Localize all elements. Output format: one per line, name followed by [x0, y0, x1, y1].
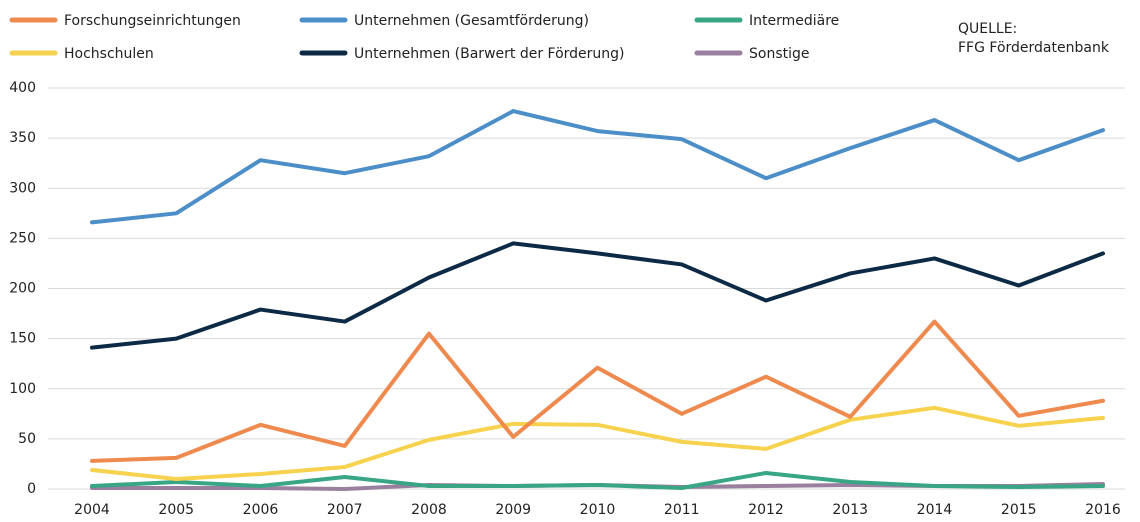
legend-label: Forschungseinrichtungen — [64, 13, 241, 29]
y-tick-label: 150 — [9, 331, 36, 347]
x-tick-label: 2014 — [917, 502, 953, 518]
y-tick-label: 0 — [27, 481, 36, 497]
source-text: FFG Förderdatenbank — [958, 40, 1110, 56]
y-tick-label: 100 — [9, 381, 36, 397]
x-tick-label: 2011 — [664, 502, 700, 518]
x-tick-label: 2010 — [580, 502, 616, 518]
series-line — [90, 319, 1105, 463]
x-tick-label: 2009 — [495, 502, 531, 518]
y-tick-label: 350 — [9, 130, 36, 146]
x-tick-label: 2004 — [74, 502, 110, 518]
y-tick-label: 400 — [9, 80, 36, 96]
y-tick-label: 200 — [9, 281, 36, 297]
series-line — [90, 241, 1105, 350]
source-label: QUELLE: — [958, 21, 1017, 37]
y-tick-label: 250 — [9, 230, 36, 246]
legend-label: Hochschulen — [64, 46, 154, 62]
x-tick-label: 2006 — [243, 502, 279, 518]
y-tick-label: 50 — [18, 431, 36, 447]
y-tick-label: 300 — [9, 180, 36, 196]
x-tick-label: 2005 — [158, 502, 194, 518]
x-tick-label: 2012 — [748, 502, 784, 518]
legend-label: Unternehmen (Gesamtförderung) — [354, 13, 589, 29]
series-line — [90, 109, 1105, 225]
series-line — [90, 470, 1105, 490]
legend-label: Intermediäre — [749, 13, 839, 29]
series-line — [90, 405, 1105, 481]
x-tick-label: 2016 — [1085, 502, 1121, 518]
legend-label: Unternehmen (Barwert der Förderung) — [354, 46, 625, 62]
x-tick-label: 2013 — [832, 502, 868, 518]
x-tick-label: 2007 — [327, 502, 363, 518]
legend-label: Sonstige — [749, 46, 810, 62]
x-tick-label: 2015 — [1001, 502, 1037, 518]
x-tick-label: 2008 — [411, 502, 447, 518]
